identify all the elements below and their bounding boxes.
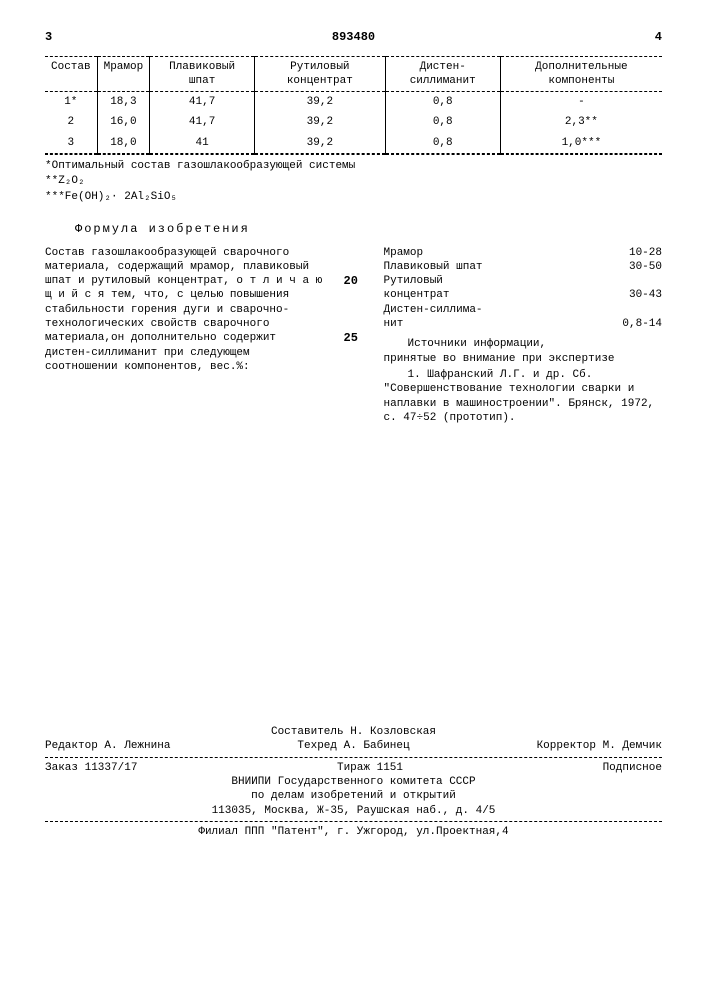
line-numbers: 20 25 — [344, 246, 364, 426]
formula-title: Формула изобретения — [75, 222, 662, 238]
patent-number: 893480 — [52, 30, 655, 46]
component-row: Мрамор 10-28 — [384, 246, 663, 260]
techred: Техред А. Бабинец — [297, 739, 409, 753]
th-disten: Дистен-силлиманит — [385, 56, 500, 92]
address-1: 113035, Москва, Ж-35, Раушская наб., д. … — [45, 804, 662, 818]
component-name: концентрат — [384, 288, 450, 302]
editor: Редактор А. Лежнина — [45, 739, 170, 753]
component-value: 30-43 — [629, 288, 662, 302]
table-cell: 3 — [45, 133, 97, 154]
footnote-2: **Z₂O₂ — [45, 174, 662, 188]
imprint-footer: Составитель Н. Козловская Редактор А. Ле… — [45, 725, 662, 839]
table-cell: 41,7 — [150, 92, 255, 113]
component-name: Плавиковый шпат — [384, 260, 483, 274]
sources-subtitle: принятые во внимание при экспертизе — [384, 352, 663, 366]
table-cell: 1* — [45, 92, 97, 113]
sources-title: Источники информации, — [384, 337, 663, 351]
table-cell: 41 — [150, 133, 255, 154]
compiler: Составитель Н. Козловская — [45, 725, 662, 739]
component-row: Рутиловый — [384, 274, 663, 288]
print-run: Тираж 1151 — [337, 761, 403, 775]
org-line-1: ВНИИПИ Государственного комитета СССР — [45, 775, 662, 789]
signed: Подписное — [603, 761, 662, 775]
filial: Филиал ППП "Патент", г. Ужгород, ул.Прое… — [45, 825, 662, 839]
table-cell: 2 — [45, 112, 97, 132]
component-name: Дистен-силлима- — [384, 303, 483, 317]
footnote-3: ***Fe(OH)₂· 2Al₂SiO₅ — [45, 190, 662, 204]
th-additional: Дополнительные компоненты — [500, 56, 662, 92]
org-line-2: по делам изобретений и открытий — [45, 789, 662, 803]
th-fluorspar: Плавиковый шпат — [150, 56, 255, 92]
table-cell: 1,0*** — [500, 133, 662, 154]
page-header: 3 893480 4 — [45, 30, 662, 46]
left-column: Состав газошлакообразующей сварочного ма… — [45, 246, 324, 426]
table-cell: 39,2 — [255, 112, 386, 132]
table-cell: 18,0 — [97, 133, 150, 154]
table-cell: 0,8 — [385, 112, 500, 132]
th-rutile: Рутиловый концентрат — [255, 56, 386, 92]
order-number: Заказ 11337/17 — [45, 761, 137, 775]
th-composition: Состав — [45, 56, 97, 92]
table-cell: 41,7 — [150, 112, 255, 132]
col-num-left: 3 — [45, 30, 52, 46]
line-20: 20 — [344, 274, 364, 290]
composition-table: Состав Мрамор Плавиковый шпат Рутиловый … — [45, 56, 662, 155]
corrector: Корректор М. Демчик — [537, 739, 662, 753]
component-row: Плавиковый шпат 30-50 — [384, 260, 663, 274]
table-cell: 18,3 — [97, 92, 150, 113]
table-cell: 39,2 — [255, 133, 386, 154]
component-row: нит 0,8-14 — [384, 317, 663, 331]
footnote-1: *Оптимальный состав газошлакообразующей … — [45, 159, 662, 173]
right-column: Мрамор 10-28 Плавиковый шпат 30-50 Рутиловый… — [384, 246, 663, 426]
table-footnotes: *Оптимальный состав газошлакообразующей … — [45, 159, 662, 204]
line-25: 25 — [344, 331, 364, 347]
component-name: нит — [384, 317, 404, 331]
component-value: 10-28 — [629, 246, 662, 260]
component-row: концентрат 30-43 — [384, 288, 663, 302]
col-num-right: 4 — [655, 30, 662, 46]
table-cell: 2,3** — [500, 112, 662, 132]
component-name: Рутиловый — [384, 274, 443, 288]
component-name: Мрамор — [384, 246, 424, 260]
component-row: Дистен-силлима- — [384, 303, 663, 317]
claim-text: Состав газошлакообразующей сварочного ма… — [45, 246, 324, 375]
source-1: 1. Шафранский Л.Г. и др. Сб. "Совершенст… — [384, 368, 663, 425]
two-column-body: Состав газошлакообразующей сварочного ма… — [45, 246, 662, 426]
table-cell: - — [500, 92, 662, 113]
component-value: 0,8-14 — [622, 317, 662, 331]
table-cell: 0,8 — [385, 133, 500, 154]
table-cell: 39,2 — [255, 92, 386, 113]
component-value: 30-50 — [629, 260, 662, 274]
table-cell: 0,8 — [385, 92, 500, 113]
table-cell: 16,0 — [97, 112, 150, 132]
th-marble: Мрамор — [97, 56, 150, 92]
